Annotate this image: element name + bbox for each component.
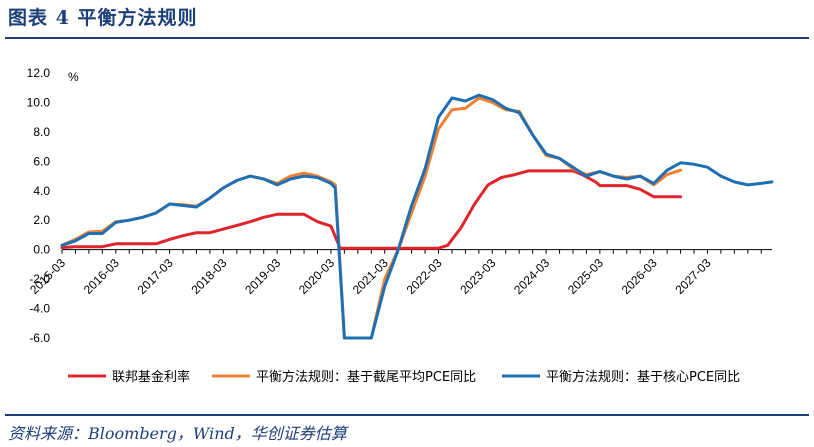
chart-title: 图表 4 平衡方法规则 (8, 7, 198, 29)
x-tick-label: 2023-03 (457, 256, 498, 297)
x-tick-label: 2025-03 (565, 256, 606, 297)
y-tick-label: 12.0 (27, 66, 51, 80)
x-tick-label: 2026-03 (619, 256, 660, 297)
source-note: 资料来源：Bloomberg，Wind，华创证券估算 (8, 424, 347, 443)
footer-divider (5, 414, 809, 416)
legend-label-2: 平衡方法规则：基于截尾平均PCE同比 (256, 369, 476, 385)
legend-label-1: 联邦基金利率 (112, 369, 190, 385)
x-tick-label: 2017-03 (135, 256, 176, 297)
x-tick-label: 2020-03 (296, 256, 337, 297)
y-axis: 12.0 10.0 8.0 6.0 4.0 2.0 0.0 -2.0 -4.0 -6.0% (27, 66, 79, 345)
series-lines (60, 93, 774, 340)
y-axis-unit: % (68, 70, 79, 84)
x-tick-label: 2027-03 (673, 256, 714, 297)
x-tick-label: 2022-03 (404, 256, 445, 297)
x-tick-label: 2019-03 (242, 256, 283, 297)
y-tick-label: 10.0 (27, 95, 51, 109)
legend-label-3: 平衡方法规则：基于核心PCE同比 (546, 369, 740, 385)
line-chart: 12.0 10.0 8.0 6.0 4.0 2.0 0.0 -2.0 -4.0 -6.0% 201… (27, 66, 774, 385)
series-line-1 (60, 169, 683, 250)
y-tick-label: -6.0 (29, 331, 50, 345)
y-tick-label: 8.0 (33, 125, 50, 139)
y-tick-label: -2.0 (29, 272, 50, 286)
x-tick-label: 2018-03 (188, 256, 229, 297)
y-tick-label: -4.0 (29, 302, 50, 316)
x-tick-label: 2024-03 (511, 256, 552, 297)
x-axis: 2015-03 2016-03 2017-03 2018-03 2019-03 2020-… (27, 249, 772, 297)
y-tick-label: 2.0 (33, 213, 50, 227)
y-tick-label: 6.0 (33, 154, 50, 168)
title-divider (5, 37, 809, 39)
series-line-2 (60, 96, 683, 340)
series-line-3 (60, 93, 774, 340)
y-tick-label: 4.0 (33, 184, 50, 198)
y-tick-label: 0.0 (33, 243, 50, 257)
legend: 联邦基金利率 平衡方法规则：基于截尾平均PCE同比 平衡方法规则：基于核心PCE同比 (68, 369, 740, 385)
x-tick-label: 2016-03 (81, 256, 122, 297)
